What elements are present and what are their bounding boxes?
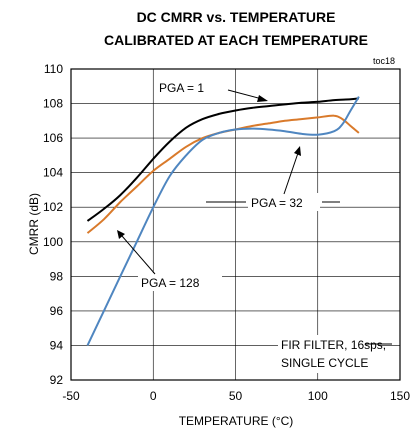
y-tick-label: 92 [50, 373, 64, 387]
annotation-pga-1-label: PGA = 1 [159, 81, 204, 95]
annotation-filter-conditions: FIR FILTER, 16sps, SINGLE CYCLE [278, 335, 392, 373]
y-tick-label: 98 [50, 269, 64, 283]
grid [71, 69, 400, 380]
y-tick-label: 94 [50, 338, 64, 352]
annotation-filter-bg [278, 335, 378, 373]
annotation-pga-32-bg [248, 193, 320, 211]
series-line-pga-1 [86, 97, 359, 222]
annotation-pga-128-label: PGA = 128 [141, 276, 200, 290]
annotation-filter-line1: FIR FILTER, 16sps, [281, 338, 386, 352]
y-axis-label: CMRR (dB) [27, 193, 41, 255]
annotation-pga-1-leader [227, 89, 263, 100]
annotation-pga-32-leader [283, 152, 299, 195]
y-tick-label: 102 [43, 200, 63, 214]
series-layer [86, 96, 360, 346]
annotation-pga-32-arrow [294, 146, 301, 156]
chart-title-line2: CALIBRATED AT EACH TEMPERATURE [104, 32, 368, 48]
annotation-filter-line2: SINGLE CYCLE [281, 356, 368, 370]
x-tick-label: 100 [308, 389, 328, 403]
annotation-pga-128-arrow [117, 230, 125, 239]
series-line-pga-128 [86, 96, 360, 346]
annotation-pga-128: PGA = 128 [117, 230, 222, 291]
y-tick-label: 106 [43, 131, 63, 145]
y-tick-label: 108 [43, 97, 63, 111]
annotation-pga-1-bg [156, 78, 228, 96]
y-tick-label: 110 [44, 62, 63, 76]
figure-code: toc18 [373, 56, 395, 66]
x-tick-label: -50 [62, 389, 80, 403]
y-tick-label: 100 [43, 235, 63, 249]
x-axis-label: TEMPERATURE (°C) [179, 414, 294, 428]
y-tick-label: 96 [50, 304, 64, 318]
annotation-pga-32-label: PGA = 32 [251, 196, 303, 210]
plot-frame [70, 68, 401, 381]
annotation-pga-1-arrow [257, 95, 268, 102]
y-tick-label: 104 [43, 166, 63, 180]
annotation-pga-1: PGA = 1 [156, 78, 268, 102]
x-tick-label: 50 [229, 389, 243, 403]
chart-title-line1: DC CMRR vs. TEMPERATURE [137, 9, 336, 25]
annotation-pga-128-bg [138, 273, 222, 291]
annotation-pga-128-leader [121, 235, 156, 275]
x-tick-label: 150 [390, 389, 410, 403]
series-line-pga-32 [86, 114, 360, 234]
annotation-pga-32: PGA = 32 [206, 146, 340, 211]
y-tick-labels: 92 94 96 98 100 102 104 106 108 110 [43, 62, 63, 387]
x-tick-labels: -50 0 50 100 150 [62, 389, 410, 403]
x-tick-label: 0 [150, 389, 157, 403]
